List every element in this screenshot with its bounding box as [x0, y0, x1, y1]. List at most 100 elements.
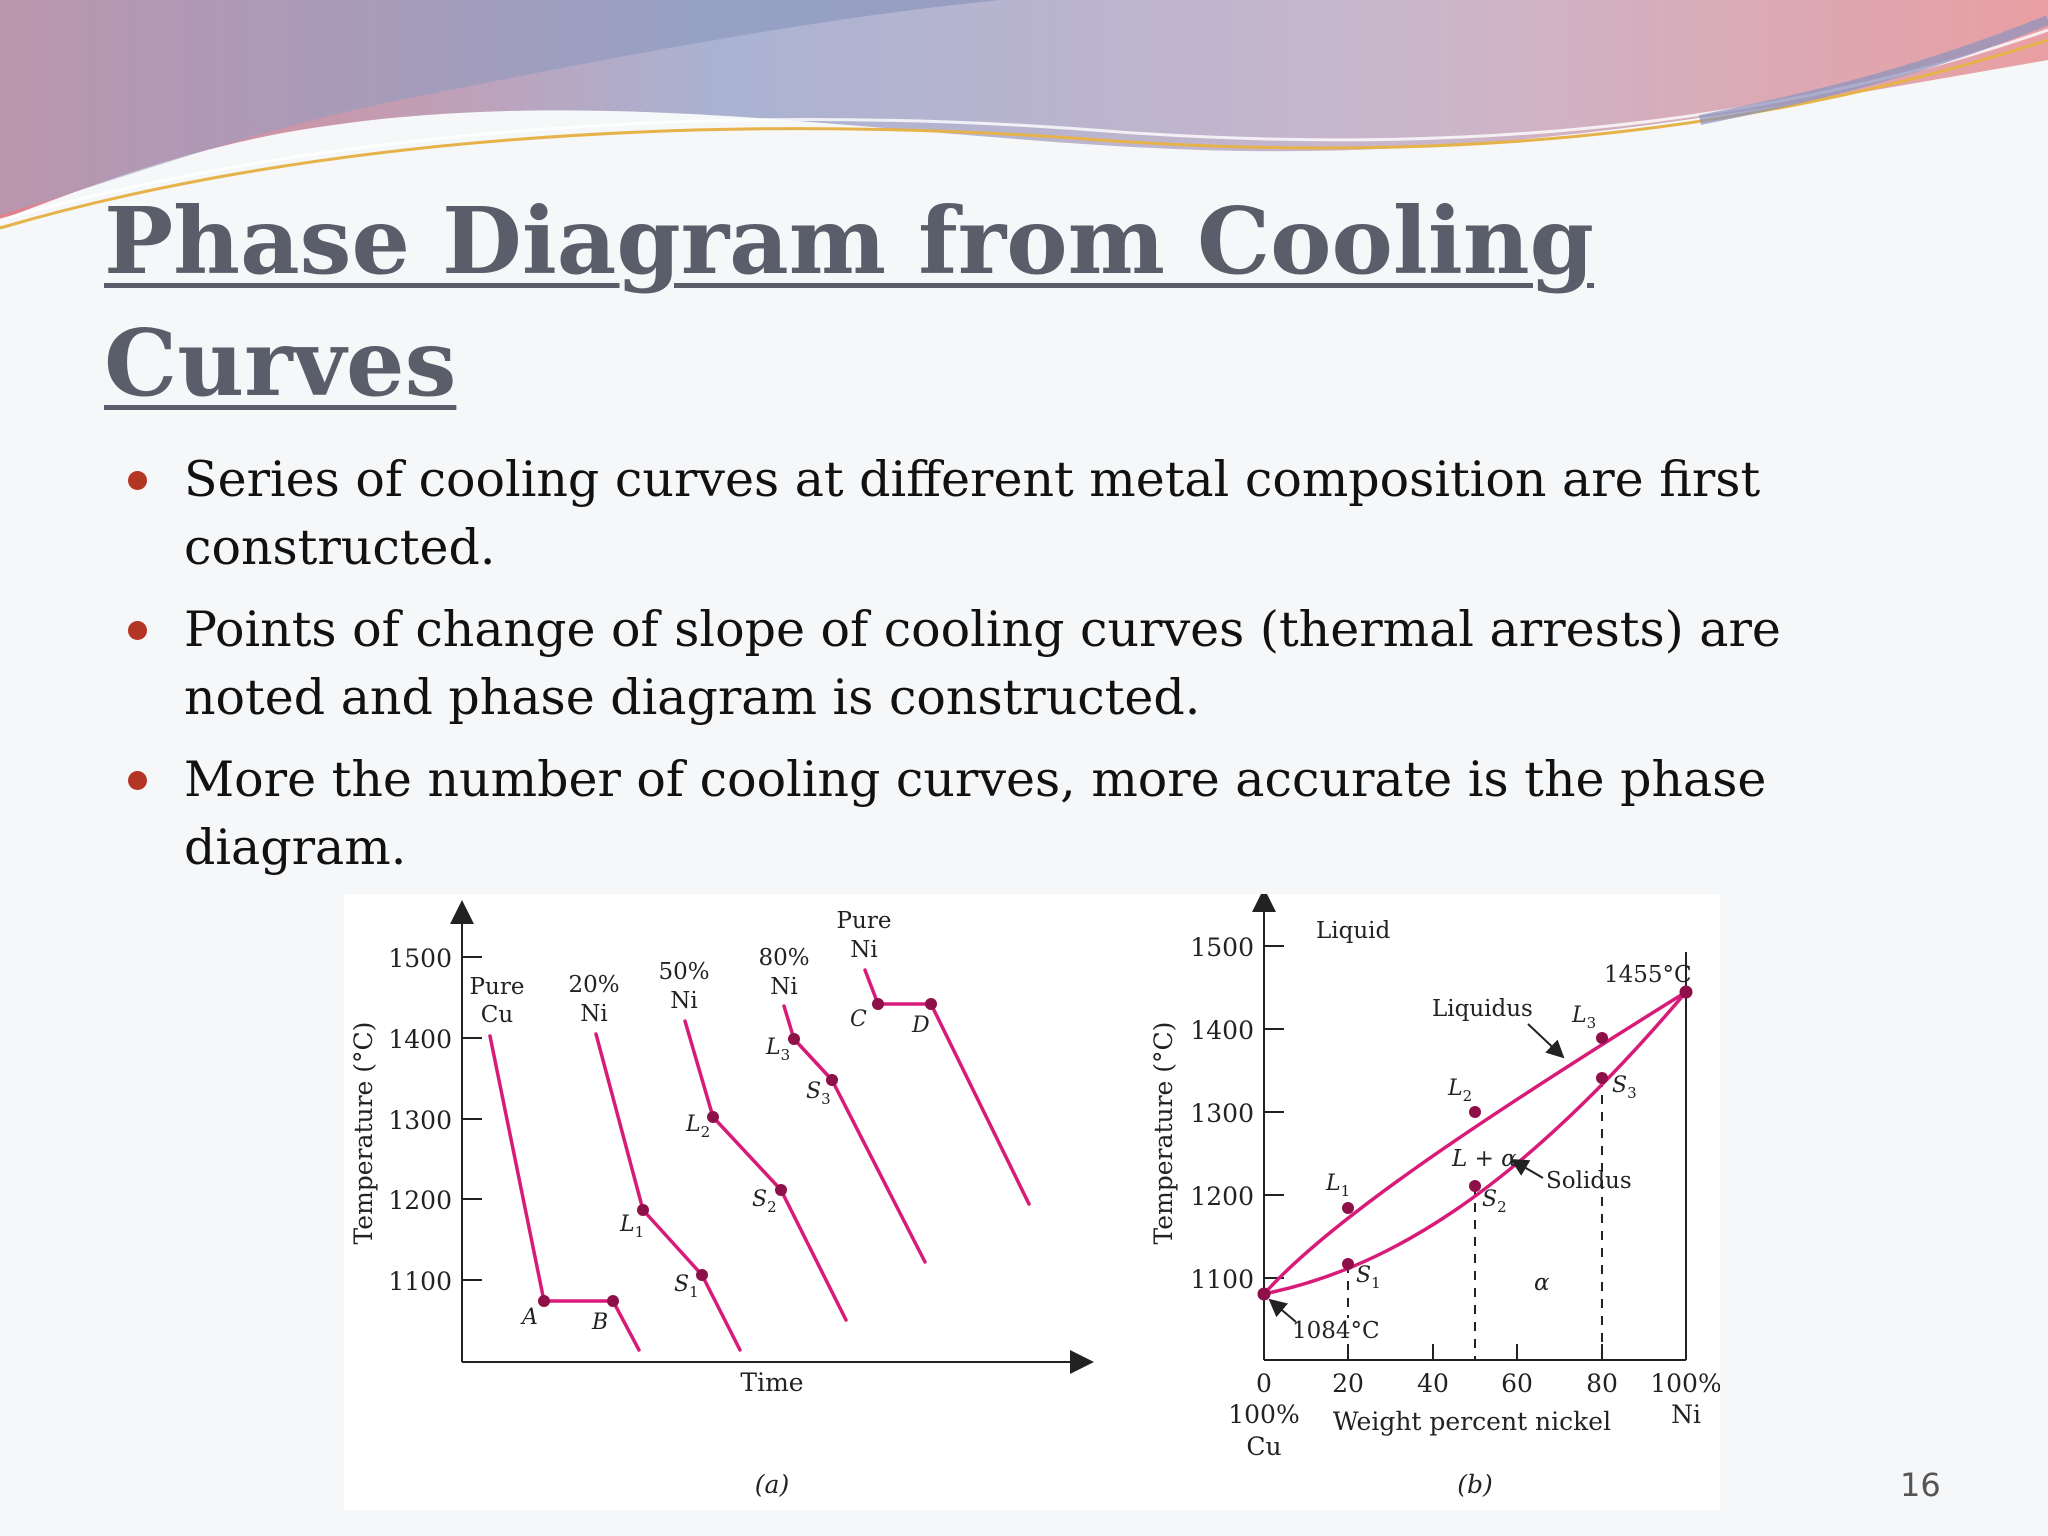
bullet-dot-icon [128, 471, 147, 490]
arrest-point [872, 998, 884, 1010]
bullet-text: More the number of cooling curves, more … [184, 751, 1767, 876]
region-two-phase-label: L + α [1451, 1146, 1517, 1172]
arrest-point [696, 1269, 708, 1281]
arrest-point [775, 1184, 787, 1196]
b-xtick-label: 80 [1586, 1369, 1618, 1398]
curve-label-50ni: 50% [658, 959, 709, 985]
bullet-dot-icon [128, 621, 147, 640]
phase-label-S2: S2 [1482, 1187, 1507, 1216]
figure-svg: 1500 1400 1300 1200 1100 Temperature (°C… [349, 888, 1722, 1499]
bullet-text: Series of cooling curves at different me… [184, 451, 1761, 576]
b-xtick-label: 20 [1332, 1369, 1364, 1398]
b-x-axis-label: Weight percent nickel [1333, 1407, 1611, 1436]
point-label-A: A [520, 1305, 538, 1330]
point-label-S3: S3 [806, 1079, 831, 1108]
arrest-point [925, 998, 937, 1010]
point-label-B: B [591, 1310, 608, 1335]
solidus-curve [1263, 990, 1688, 1296]
a-ytick-label: 1200 [388, 1186, 452, 1215]
curve-label-pure-ni: Ni [850, 937, 877, 963]
phase-point-L3 [1596, 1032, 1608, 1044]
arrest-point [637, 1204, 649, 1216]
liquidus-pointer [1527, 1023, 1565, 1059]
cooling-curve-50ni [683, 1019, 848, 1322]
curve-label-80ni: Ni [770, 974, 797, 1000]
b-ytick-label: 1400 [1190, 1016, 1254, 1045]
region-alpha-label: α [1534, 1270, 1550, 1296]
phase-label-S1: S1 [1356, 1263, 1381, 1292]
point-label-L2: L2 [685, 1112, 710, 1141]
region-liquid-label: Liquid [1316, 918, 1391, 944]
b-xtick-label: 40 [1417, 1369, 1449, 1398]
a-ytick-label: 1500 [388, 944, 452, 973]
melting-point-cu [1257, 1287, 1271, 1301]
phase-point-S2 [1469, 1180, 1481, 1192]
cooling-curve-pure-ni [863, 968, 1031, 1206]
curve-label-pure-cu: Cu [481, 1002, 513, 1028]
solidus-pointer [1510, 1158, 1544, 1179]
phase-point-L1 [1342, 1202, 1354, 1214]
bullet-list: Series of cooling curves at different me… [120, 446, 1920, 896]
bullet-dot-icon [128, 771, 147, 790]
temp-label-ni: 1455°C [1604, 962, 1692, 988]
curve-label-80ni: 80% [758, 945, 809, 971]
phase-point-S3 [1596, 1072, 1608, 1084]
a-ytick-label: 1300 [388, 1106, 452, 1135]
temp-label-cu: 1084°C [1292, 1318, 1380, 1344]
arrest-point [607, 1295, 619, 1307]
liquidus-label: Liquidus [1432, 996, 1533, 1022]
phase-point-L2 [1469, 1106, 1481, 1118]
curve-label-pure-cu: Pure [470, 974, 525, 1000]
b-y-axis-label: Temperature (°C) [1149, 1022, 1178, 1245]
arrest-point [826, 1074, 838, 1086]
cooling-curves-chart: 1500 1400 1300 1200 1100 Temperature (°C… [349, 900, 1094, 1499]
slide-title: Phase Diagram from Cooling Curves [104, 187, 1595, 417]
phase-label-S3: S3 [1612, 1073, 1637, 1102]
point-label-L3: L3 [765, 1035, 790, 1064]
b-ytick-label: 1500 [1190, 933, 1254, 962]
b-caption: (b) [1457, 1470, 1493, 1499]
header-wave-banner [0, 0, 2048, 230]
point-label-C: C [850, 1007, 867, 1032]
b-x-sub-ni: Ni [1671, 1400, 1701, 1429]
b-xtick-label: 0 [1256, 1369, 1272, 1398]
phase-diagram-chart: 1500 1400 1300 1200 1100 Temperature (°C… [1149, 888, 1722, 1499]
b-ytick-label: 1200 [1190, 1182, 1254, 1211]
liquidus-curve [1262, 990, 1687, 1296]
bullet-text: Points of change of slope of cooling cur… [184, 601, 1781, 726]
figure-panel: 1500 1400 1300 1200 1100 Temperature (°C… [344, 888, 1722, 1510]
point-label-S1: S1 [674, 1272, 699, 1301]
point-label-S2: S2 [752, 1187, 777, 1216]
arrest-point [788, 1033, 800, 1045]
arrest-point [707, 1111, 719, 1123]
cooling-curve-20ni [594, 1032, 742, 1352]
phase-label-L1: L1 [1325, 1171, 1350, 1200]
b-x-sub-cu: Cu [1246, 1432, 1281, 1461]
phase-label-L3: L3 [1571, 1003, 1596, 1032]
a-x-axis-label: Time [740, 1368, 803, 1397]
b-ytick-label: 1300 [1190, 1099, 1254, 1128]
b-ytick-label: 1100 [1190, 1265, 1254, 1294]
a-y-axis-label: Temperature (°C) [349, 1022, 378, 1245]
solidus-label: Solidus [1546, 1168, 1632, 1194]
curve-label-pure-ni: Pure [837, 908, 892, 934]
phase-point-S1 [1342, 1258, 1354, 1270]
point-label-D: D [911, 1013, 930, 1038]
cu-temp-pointer [1268, 1298, 1297, 1323]
b-xtick-label: 60 [1501, 1369, 1533, 1398]
a-ytick-label: 1100 [388, 1267, 452, 1296]
curve-label-20ni: 20% [568, 972, 619, 998]
arrest-point [538, 1295, 550, 1307]
b-x-sub-cu: 100% [1228, 1400, 1299, 1429]
point-label-L1: L1 [619, 1212, 644, 1241]
bullet-item: Points of change of slope of cooling cur… [120, 596, 1920, 732]
curve-label-50ni: Ni [670, 988, 697, 1014]
a-caption: (a) [755, 1470, 789, 1499]
page-number: 16 [1900, 1466, 1941, 1504]
phase-label-L2: L2 [1447, 1076, 1472, 1105]
bullet-item: Series of cooling curves at different me… [120, 446, 1920, 582]
curve-label-20ni: Ni [580, 1001, 607, 1027]
cooling-curve-pure-cu [488, 1034, 641, 1352]
cooling-curve-80ni [782, 1004, 927, 1264]
